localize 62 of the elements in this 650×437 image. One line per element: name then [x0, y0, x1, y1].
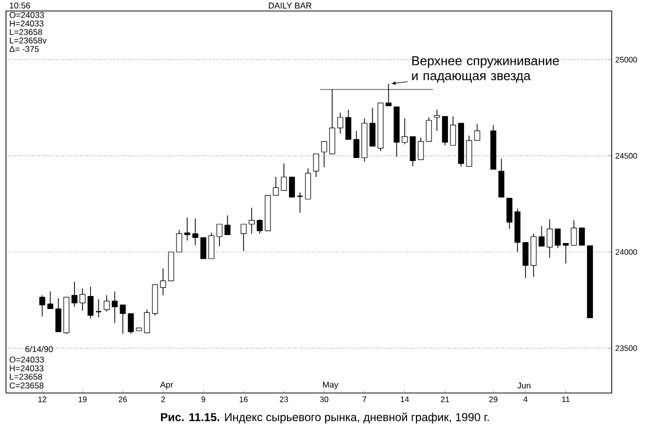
annotation: C=23658: [10, 382, 44, 389]
candlestick: [112, 291, 118, 324]
candlestick: [208, 232, 214, 260]
candlestick: [72, 281, 78, 308]
candlestick: [313, 154, 320, 178]
candlestick: [104, 294, 110, 312]
candlestick: [256, 218, 263, 234]
candlestick: [370, 107, 376, 147]
candlestick: [450, 116, 456, 146]
annotation: O=24033: [10, 356, 44, 363]
annotation: L=23658: [10, 29, 42, 35]
candlestick: [522, 242, 528, 278]
candlestick: [80, 288, 86, 312]
annotation: L=23658v: [10, 37, 47, 44]
candlestick: [176, 229, 182, 252]
candlestick: [288, 176, 295, 198]
candlestick: [546, 218, 553, 258]
candlestick: [434, 109, 440, 132]
candlestick: [337, 112, 344, 134]
annotation: Δ= -375: [9, 46, 39, 52]
candlestick: [345, 109, 352, 140]
candlestick: [296, 192, 304, 213]
candlestick: [128, 313, 134, 334]
candlestick: [554, 228, 561, 249]
annotation: H=24033: [10, 20, 44, 26]
candlestick: [192, 218, 198, 246]
annotation: Jun: [517, 382, 530, 388]
text: Рис. 11.15. Индекс сырьевого рынка, дневной график, 1990 г.: [160, 412, 489, 424]
candlestick: [570, 220, 577, 246]
candlestick: [248, 207, 255, 234]
candlestick: [402, 118, 408, 145]
candlestick: [160, 268, 166, 296]
candlestick: [47, 291, 54, 310]
candlestick: [39, 294, 46, 317]
annotation: L=23658: [10, 374, 42, 380]
annotation: H=24033: [10, 365, 44, 372]
candlestick: [426, 116, 432, 142]
annotation: Apr: [160, 382, 174, 390]
candlestick: [216, 224, 222, 247]
annotation: Верхнее спружинивание и падающая звезда: [412, 56, 559, 83]
candlestick: [562, 242, 569, 264]
candlestick: [474, 124, 480, 141]
candlestick: [55, 298, 62, 332]
candlestick: [272, 176, 279, 196]
annotation: 6/14/90: [25, 346, 53, 352]
candlestick: [200, 237, 206, 260]
candlestick: [280, 163, 287, 191]
text: 10:56: [10, 2, 30, 8]
annotation: O=24033: [10, 12, 44, 18]
candlestick: [144, 309, 150, 334]
text: DAILY BAR: [268, 2, 312, 9]
candlestick: [240, 224, 247, 252]
candlestick: [353, 130, 360, 158]
candlestick: [578, 228, 585, 246]
candlestick: [120, 304, 126, 334]
candlestick: [418, 137, 424, 160]
candlestick: [88, 286, 94, 319]
annotation: May: [323, 382, 338, 390]
candlestick: [538, 226, 545, 247]
candlestick: [184, 216, 190, 241]
candlestick: [321, 141, 328, 168]
candlestick: [224, 215, 230, 236]
